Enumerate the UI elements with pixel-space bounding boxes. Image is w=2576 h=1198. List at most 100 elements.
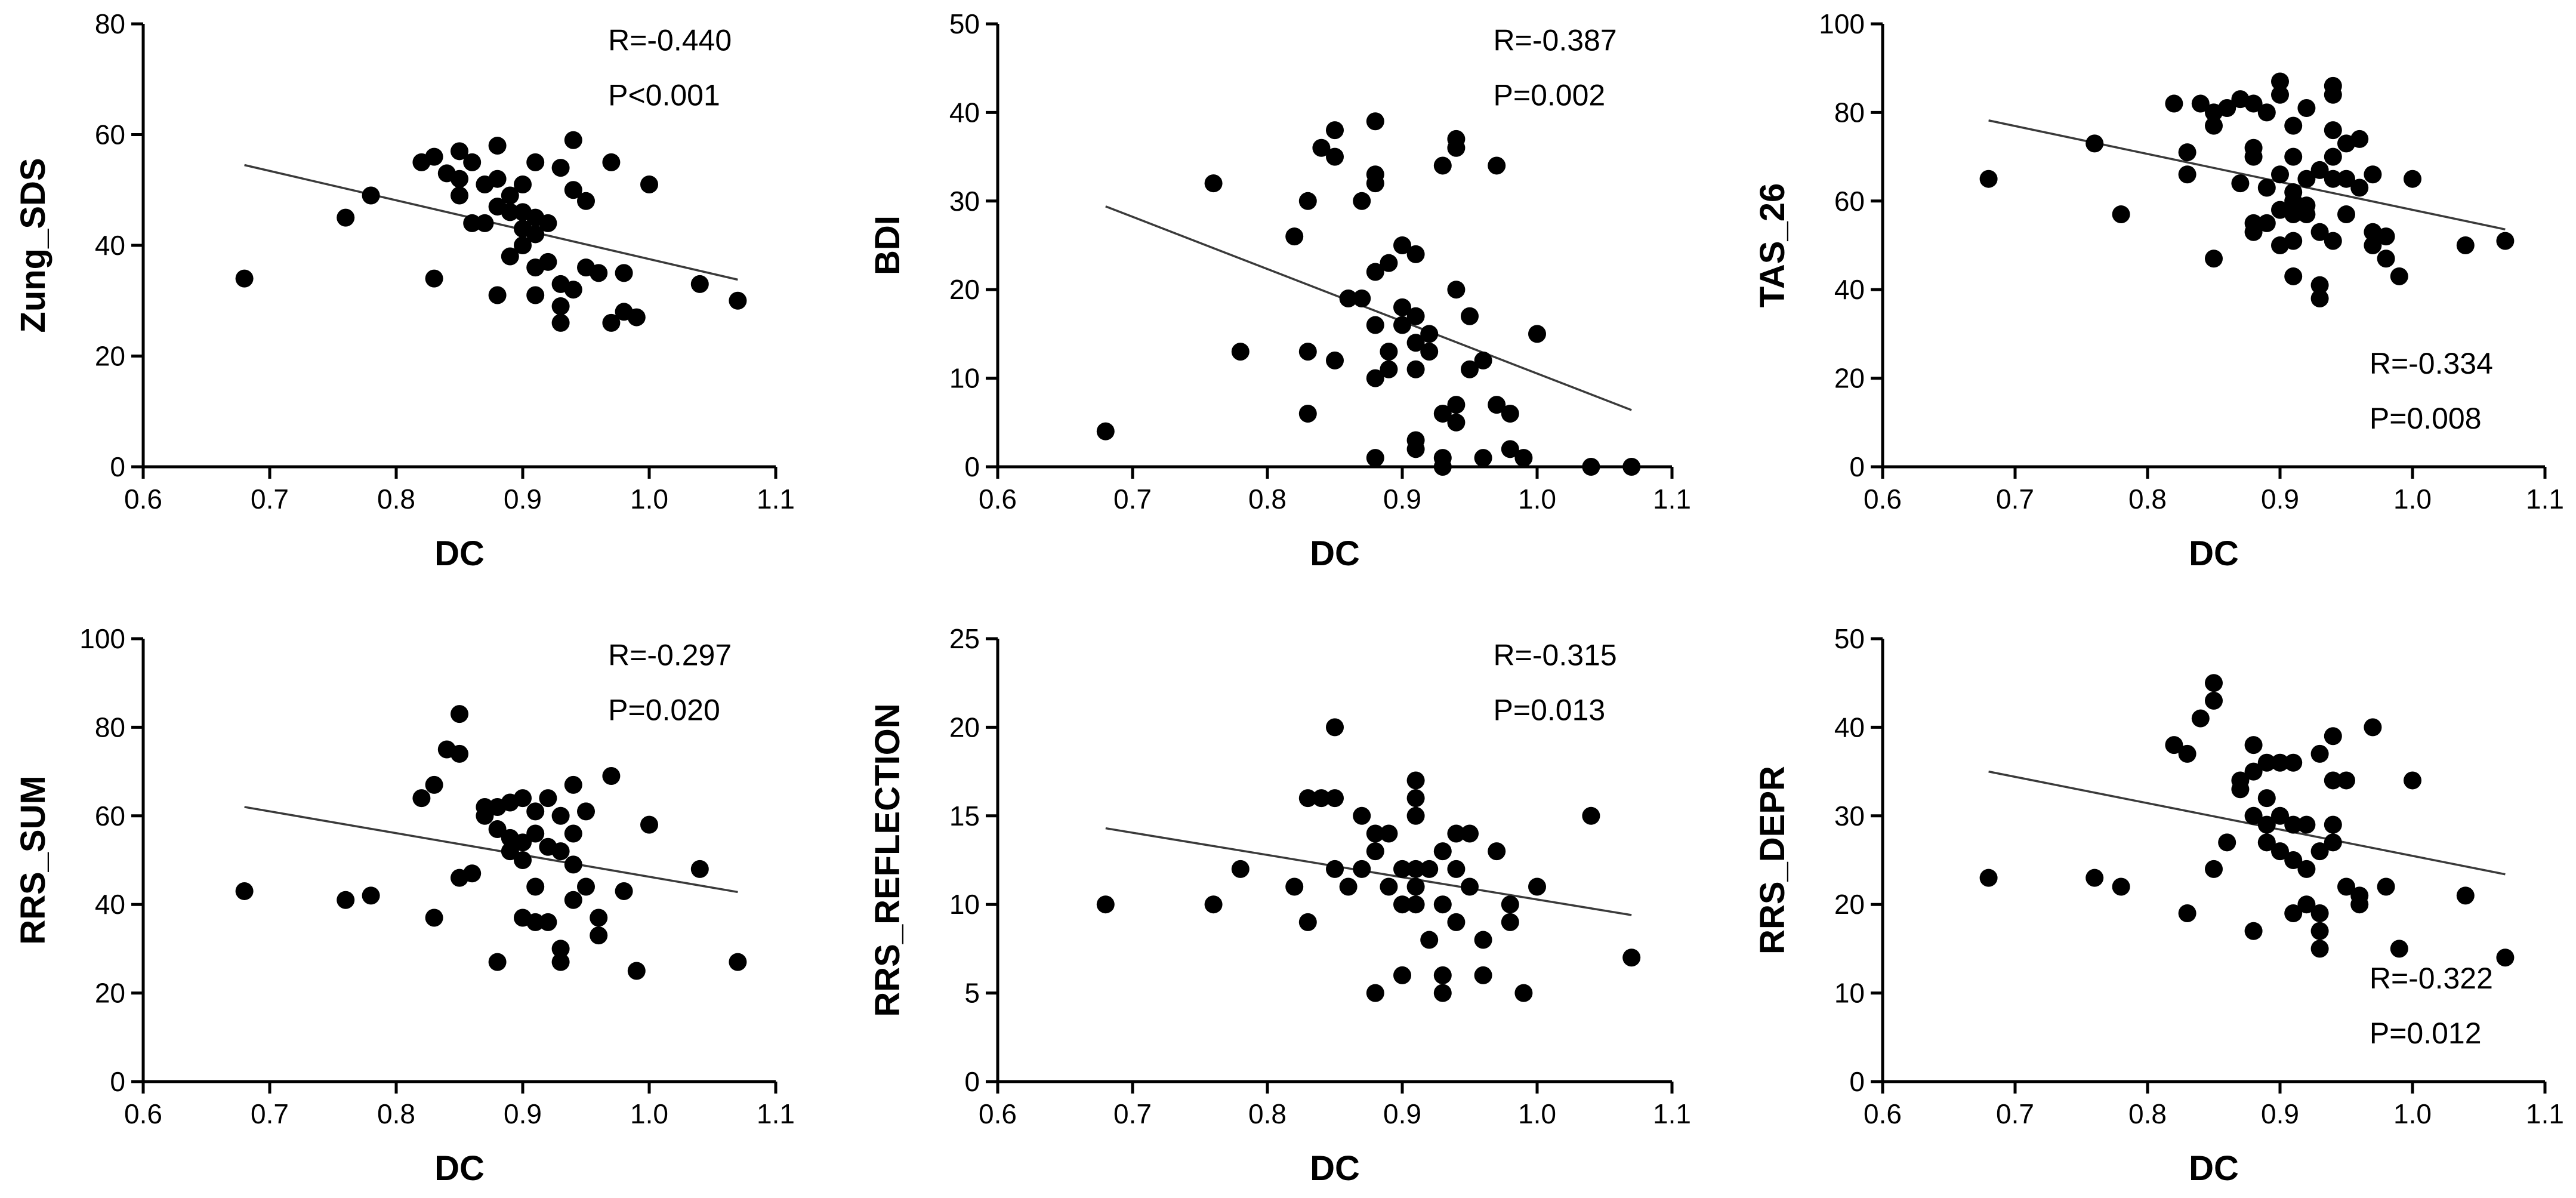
panel-3-data-point bbox=[2297, 170, 2316, 188]
panel-5-data-point bbox=[1406, 789, 1425, 808]
panel-1-data-point bbox=[551, 159, 570, 177]
panel-4: 0.6 0.7 0.8 0.9 1.0 1.1 0 20 40 60 80 100 DC RRS_SUM R… bbox=[14, 623, 795, 1188]
panel-6-y-tick-label: 10 bbox=[1834, 978, 1865, 1009]
panel-2-data-point bbox=[1488, 396, 1506, 414]
panel-6-data-point bbox=[2350, 895, 2369, 914]
panel-3-data-point bbox=[2310, 161, 2329, 179]
panel-3-trend-line bbox=[1988, 119, 2506, 231]
panel-3-data-point bbox=[2218, 98, 2236, 117]
panel-1-data-point bbox=[488, 170, 507, 188]
panel-3-y-tick-label: 20 bbox=[1834, 363, 1865, 394]
panel-2-data-point bbox=[1353, 290, 1371, 308]
panel-1-data-point bbox=[463, 153, 482, 171]
panel-4-data-point bbox=[564, 891, 582, 909]
panel-4-y-tick-label: 0 bbox=[110, 1066, 125, 1097]
panel-6-data-point bbox=[2271, 753, 2289, 772]
panel-2-data-point bbox=[1420, 325, 1439, 343]
panel-4-x-tick-label: 0.7 bbox=[251, 1098, 289, 1129]
panel-5-data-point bbox=[1406, 895, 1425, 914]
panel-5-data-point bbox=[1433, 966, 1452, 984]
panel-3-data-point bbox=[2112, 205, 2130, 224]
panel-3-data-point bbox=[2337, 170, 2355, 188]
panel-4-data-point bbox=[564, 775, 582, 794]
panel-1-data-point bbox=[463, 214, 482, 232]
panel-6-data-point bbox=[2377, 877, 2395, 896]
panel-1-data-point bbox=[488, 286, 507, 304]
panel-6: 0.6 0.7 0.8 0.9 1.0 1.1 0 10 20 30 40 50 DC RRS_DEPR R… bbox=[1753, 623, 2564, 1188]
panel-6-x-tick-label: 0.7 bbox=[1996, 1098, 2034, 1129]
panel-2-x-tick-label: 1.1 bbox=[1653, 483, 1691, 515]
panel-2-data-point bbox=[1366, 112, 1384, 131]
panel-4-data-point bbox=[235, 882, 254, 900]
panel-3-data-point bbox=[2456, 236, 2475, 254]
panel-2-data-point bbox=[1461, 360, 1479, 378]
panel-6-data-point bbox=[2284, 815, 2303, 834]
panel-3-data-point bbox=[2231, 174, 2250, 193]
panel-6-data-point bbox=[2364, 718, 2382, 737]
panel-6-data-point bbox=[2231, 780, 2250, 799]
panel-6-data-point bbox=[2496, 948, 2515, 967]
panel-1-data-point bbox=[551, 313, 570, 332]
panel-6-data-point bbox=[2257, 833, 2276, 852]
panel-3-data-point bbox=[2350, 178, 2369, 197]
panel-2-data-point bbox=[1380, 360, 1398, 378]
panel-4-data-point bbox=[551, 940, 570, 958]
panel-1-data-point bbox=[425, 147, 443, 166]
panel-1-data-point bbox=[551, 297, 570, 316]
panel-5-data-point bbox=[1312, 789, 1331, 808]
panel-4-x-axis-title: DC bbox=[434, 1149, 485, 1188]
panel-5-data-point bbox=[1406, 877, 1425, 896]
panel-2-data-point bbox=[1393, 316, 1411, 334]
panel-1-data-point bbox=[526, 153, 545, 171]
panel-6-data-point bbox=[2271, 806, 2289, 825]
panel-2-data-point bbox=[1326, 121, 1344, 140]
panel-2-p-value: P=0.002 bbox=[1494, 79, 1606, 112]
panel-1-data-point bbox=[564, 281, 582, 299]
panel-5-data-point bbox=[1366, 984, 1384, 1002]
panel-6-data-point bbox=[2086, 869, 2104, 887]
panel-4-trend-line bbox=[244, 806, 738, 894]
panel-5-data-point bbox=[1285, 877, 1304, 896]
panel-3-data-point bbox=[2284, 147, 2303, 166]
panel-4-data-point bbox=[451, 705, 468, 723]
panel-3-data-point bbox=[2271, 85, 2289, 104]
panel-4-data-point bbox=[627, 962, 646, 980]
panel-4-y-tick-label: 40 bbox=[95, 889, 125, 920]
panel-2-data-point bbox=[1366, 449, 1384, 467]
panel-1-y-axis-title: Zung_SDS bbox=[14, 158, 53, 332]
panel-2-data-point bbox=[1622, 458, 1641, 476]
panel-1-data-point bbox=[501, 203, 519, 221]
panel-1-data-point bbox=[602, 313, 621, 332]
panel-1-data-point bbox=[590, 264, 608, 282]
panel-6-x-tick-label: 0.6 bbox=[1864, 1098, 1902, 1129]
panel-4-data-point bbox=[451, 744, 468, 763]
panel-5-data-point bbox=[1474, 966, 1492, 984]
panel-5-data-point bbox=[1393, 966, 1411, 984]
panel-2-data-point bbox=[1474, 449, 1492, 467]
panel-2-data-point bbox=[1501, 440, 1519, 458]
panel-2-data-point bbox=[1285, 227, 1304, 246]
panel-6-y-tick-label: 30 bbox=[1834, 800, 1865, 831]
panel-2-data-point bbox=[1339, 290, 1358, 308]
panel-2-data-point bbox=[1380, 343, 1398, 361]
panel-3-data-point bbox=[2377, 227, 2395, 246]
panel-3-y-tick-label: 40 bbox=[1834, 274, 1865, 305]
panel-6-data-point bbox=[2165, 736, 2183, 754]
panel-4-data-point bbox=[551, 953, 570, 971]
panel-4-data-point bbox=[551, 842, 570, 861]
panel-3-data-point bbox=[2324, 121, 2342, 140]
panel-4-x-tick-label: 0.6 bbox=[124, 1098, 162, 1129]
panel-5-data-point bbox=[1380, 877, 1398, 896]
panel-3: 0.6 0.7 0.8 0.9 1.0 1.1 0 20 40 60 80 100 DC TAS_26 R=… bbox=[1753, 8, 2564, 573]
panel-4-data-point bbox=[590, 926, 608, 945]
panel-4-data-point bbox=[539, 913, 557, 931]
panel-2-data-point bbox=[1366, 263, 1384, 281]
panel-1-x-tick-label: 1.0 bbox=[630, 483, 668, 515]
panel-2-data-point bbox=[1366, 369, 1384, 387]
panel-6-data-point bbox=[2456, 886, 2475, 905]
panel-3-x-tick-label: 1.1 bbox=[2526, 483, 2564, 515]
panel-1-data-point bbox=[526, 225, 545, 244]
panel-4-x-tick-label: 1.1 bbox=[757, 1098, 795, 1129]
panel-6-data-point bbox=[1979, 869, 1998, 887]
panel-4-data-point bbox=[476, 806, 494, 825]
